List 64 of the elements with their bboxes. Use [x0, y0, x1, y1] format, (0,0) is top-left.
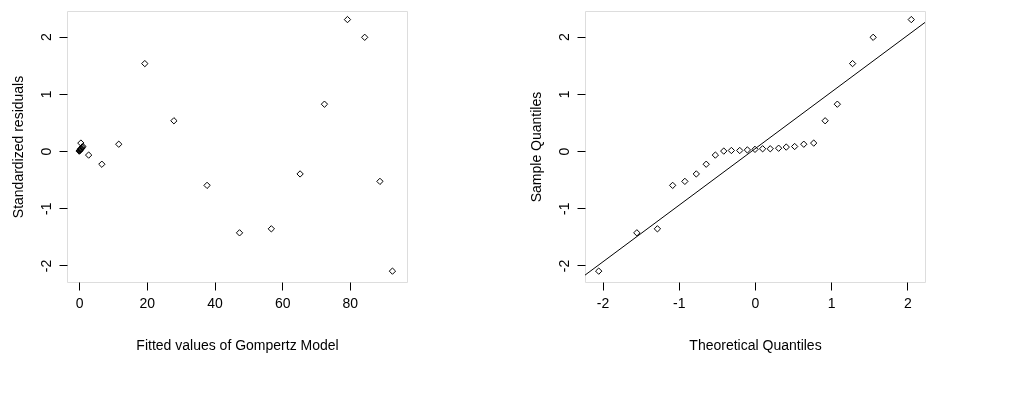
y-tick-label: -2	[37, 259, 54, 273]
point	[848, 59, 857, 68]
x-axis-title: Theoretical Quantiles	[689, 336, 822, 353]
point	[810, 139, 818, 147]
point	[376, 177, 384, 186]
point	[702, 160, 710, 168]
y-axis-title: Sample Quantiles	[527, 91, 544, 203]
point	[296, 170, 304, 178]
x-tick-label: 40	[207, 294, 223, 311]
point	[235, 229, 244, 237]
x-axis-title: Fitted values of Gompertz Model	[136, 336, 339, 353]
y-tick-label: 1	[37, 90, 54, 99]
x-tick-label: 2	[904, 294, 913, 311]
point	[766, 145, 774, 153]
x-tick-label: 20	[139, 294, 156, 311]
y-tick-label: 2	[555, 33, 572, 42]
point	[653, 225, 662, 233]
point	[633, 229, 641, 237]
y-tick-label: 0	[555, 147, 572, 156]
y-tick-label: 2	[37, 33, 54, 42]
point	[758, 145, 767, 153]
point	[727, 146, 736, 155]
point	[681, 177, 689, 186]
point	[98, 160, 106, 168]
point	[77, 139, 85, 147]
point	[343, 15, 352, 24]
point	[833, 100, 841, 108]
x-tick-label: -1	[673, 294, 686, 311]
x-tick-label: -2	[596, 294, 610, 311]
point	[141, 59, 149, 68]
point	[869, 33, 877, 41]
point	[751, 145, 759, 154]
point	[736, 146, 744, 155]
x-tick-label: 60	[274, 294, 291, 311]
y-tick-label: -1	[555, 202, 572, 215]
point	[84, 151, 93, 159]
x-tick-label: 0	[75, 294, 84, 311]
point	[782, 143, 790, 151]
point	[743, 146, 752, 154]
y-tick-label: 1	[555, 90, 572, 99]
point	[790, 142, 799, 151]
point	[170, 117, 178, 125]
point	[203, 181, 211, 190]
y-tick-label: 0	[37, 147, 54, 156]
point	[800, 140, 808, 148]
y-axis-title: Standardized residuals	[9, 75, 26, 219]
y-tick-label: -1	[37, 202, 54, 215]
point	[669, 181, 677, 190]
point	[907, 15, 915, 24]
point	[320, 100, 329, 108]
point	[711, 151, 720, 159]
y-tick-label: -2	[555, 259, 572, 273]
point	[361, 33, 369, 41]
x-tick-label: 1	[827, 294, 836, 311]
point	[692, 170, 700, 178]
x-tick-label: 80	[342, 294, 359, 311]
point	[720, 147, 728, 155]
point	[267, 225, 275, 233]
point	[115, 140, 123, 148]
point	[595, 267, 603, 275]
point	[388, 267, 397, 275]
point	[821, 117, 829, 125]
x-tick-label: 0	[751, 294, 760, 311]
point	[774, 144, 783, 152]
